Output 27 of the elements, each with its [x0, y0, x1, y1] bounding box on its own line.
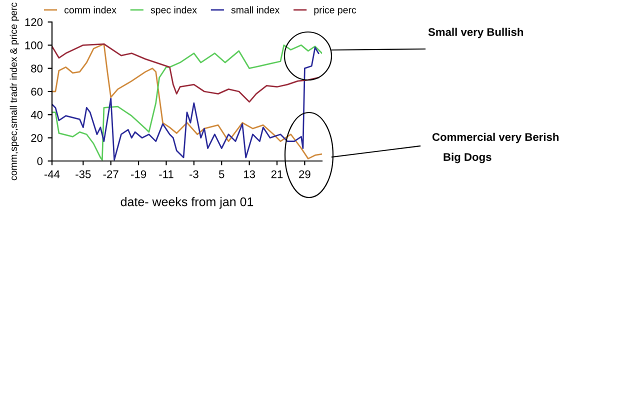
- x-tick-label: 21: [271, 170, 283, 178]
- x-tick-label: 5: [218, 170, 224, 178]
- x-tick-label: -44: [44, 170, 60, 178]
- y-tick-label: 60: [31, 88, 43, 96]
- legend-label: price perc: [314, 6, 356, 16]
- x-tick-label: -27: [103, 170, 118, 178]
- legend-label: comm index: [64, 6, 116, 14]
- x-tick-label: -19: [131, 170, 146, 178]
- y-tick-label: 20: [31, 134, 43, 142]
- x-tick-label: 13: [244, 170, 255, 178]
- y-axis-title: comm,spec,small tradr index & price perc: [10, 2, 19, 180]
- y-tick-label: 100: [25, 41, 43, 50]
- text: Small very Bullish: [428, 28, 524, 38]
- text: Commercial very Berish: [432, 132, 559, 144]
- x-tick-label: -3: [189, 170, 198, 178]
- y-tick-label: 120: [25, 18, 43, 26]
- legend-label: spec index: [150, 6, 197, 16]
- legend-label: small index: [231, 6, 280, 14]
- x-tick-label: -35: [76, 170, 91, 178]
- x-axis-title: date- weeks from jan 01: [120, 197, 254, 209]
- y-tick-label: 80: [31, 64, 43, 72]
- y-tick-label: 40: [30, 110, 43, 119]
- line-series: [52, 43, 320, 103]
- text: Big Dogs: [444, 152, 492, 164]
- x-tick-label: 29: [299, 170, 310, 178]
- x-tick-label: -11: [159, 170, 174, 178]
- y-tick-label: 0: [37, 157, 43, 166]
